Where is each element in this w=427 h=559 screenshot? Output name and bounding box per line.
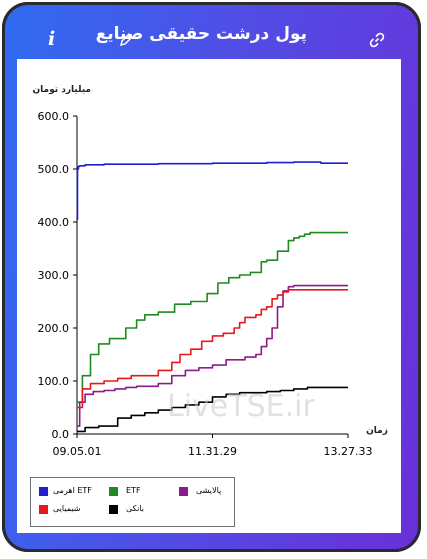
- legend-swatch-chemical: [39, 505, 48, 514]
- chart-legend: ETF اهرمی ETF پالایشی شیمیایی بانکی: [30, 477, 235, 527]
- x-tick-label: 09.05.01: [53, 445, 102, 458]
- legend-label-etf: ETF: [126, 486, 141, 495]
- legend-label-bank: بانکی: [126, 504, 144, 513]
- chart-panel: 600.0 500.0 400.0 300.0 200.0 100.0 0.0 09.05.0…: [17, 59, 401, 533]
- series-line-2: [77, 284, 348, 427]
- series-line-4: [77, 386, 348, 433]
- legend-swatch-etf: [109, 487, 118, 496]
- series-line-1: [77, 231, 348, 403]
- series-line-0: [76, 161, 348, 221]
- y-tick-label: 300.0: [38, 269, 70, 282]
- series-line-3: [77, 289, 348, 409]
- page-title: پول درشت حقیقی صنایع: [95, 24, 307, 44]
- watermark: LiveTSE.ir: [167, 389, 315, 424]
- y-tick-label: 0.0: [52, 428, 70, 441]
- x-tick-label: 13.27.33: [324, 445, 373, 458]
- y-axis-label: میلیارد تومان: [32, 85, 91, 95]
- card-border: [2, 2, 421, 552]
- legend-label-chemical: شیمیایی: [53, 504, 81, 513]
- y-tick-label: 100.0: [38, 375, 70, 388]
- line-chart: 600.0 500.0 400.0 300.0 200.0 100.0 0.0 09.05.0…: [32, 85, 388, 458]
- legend-swatch-refinery: [179, 487, 188, 496]
- legend-label-refinery: پالایشی: [196, 486, 222, 495]
- pencil-icon[interactable]: [118, 32, 134, 48]
- y-tick-label: 500.0: [38, 163, 70, 176]
- y-tick-label: 200.0: [38, 322, 70, 335]
- legend-swatch-leveraged-etf: [39, 487, 48, 496]
- x-axis-label: زمان: [366, 426, 388, 436]
- link-icon[interactable]: [369, 32, 385, 48]
- legend-swatch-bank: [109, 505, 118, 514]
- info-icon[interactable]: i: [48, 28, 56, 50]
- legend-label-leveraged-etf: ETF اهرمی: [53, 486, 92, 495]
- x-tick-label: 11.31.29: [188, 445, 237, 458]
- y-tick-label: 400.0: [38, 216, 70, 229]
- y-tick-label: 600.0: [38, 110, 70, 123]
- header-bar: i پول درشت حقیقی صنایع: [0, 12, 427, 56]
